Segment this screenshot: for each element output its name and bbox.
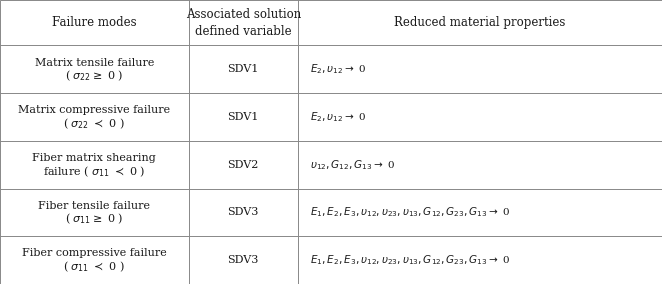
Text: $\upsilon_{12}, G_{12}, G_{13} \rightarrow$ 0: $\upsilon_{12}, G_{12}, G_{13} \rightarr…: [310, 158, 395, 172]
Text: $E_{1}, E_{2}, E_{3}, \upsilon_{12}, \upsilon_{23}, \upsilon_{13}, G_{12}, G_{23: $E_{1}, E_{2}, E_{3}, \upsilon_{12}, \up…: [310, 253, 510, 267]
Text: Matrix compressive failure: Matrix compressive failure: [19, 105, 170, 115]
Text: Associated solution
defined variable: Associated solution defined variable: [185, 8, 301, 38]
Text: Reduced material properties: Reduced material properties: [395, 16, 565, 29]
Text: ( $\sigma_{11}$ $\prec$ 0 ): ( $\sigma_{11}$ $\prec$ 0 ): [64, 260, 125, 274]
Text: SDV3: SDV3: [228, 255, 259, 265]
Text: Fiber tensile failure: Fiber tensile failure: [38, 201, 150, 211]
Text: ( $\sigma_{11} \geq$ 0 ): ( $\sigma_{11} \geq$ 0 ): [65, 212, 124, 226]
Text: ( $\sigma_{22}$ $\prec$ 0 ): ( $\sigma_{22}$ $\prec$ 0 ): [64, 116, 125, 131]
Text: Matrix tensile failure: Matrix tensile failure: [34, 58, 154, 68]
Text: $E_{2}, \upsilon_{12} \rightarrow$ 0: $E_{2}, \upsilon_{12} \rightarrow$ 0: [310, 110, 366, 124]
Text: Fiber matrix shearing: Fiber matrix shearing: [32, 153, 156, 163]
Text: ( $\sigma_{22} \geq$ 0 ): ( $\sigma_{22} \geq$ 0 ): [65, 69, 124, 83]
Text: SDV2: SDV2: [228, 160, 259, 170]
Text: SDV1: SDV1: [228, 112, 259, 122]
Text: Fiber compressive failure: Fiber compressive failure: [22, 248, 167, 258]
Text: Failure modes: Failure modes: [52, 16, 136, 29]
Text: $E_{2}, \upsilon_{12} \rightarrow$ 0: $E_{2}, \upsilon_{12} \rightarrow$ 0: [310, 62, 366, 76]
Text: SDV3: SDV3: [228, 207, 259, 218]
Text: SDV1: SDV1: [228, 64, 259, 74]
Text: $E_{1}, E_{2}, E_{3}, \upsilon_{12}, \upsilon_{23}, \upsilon_{13}, G_{12}, G_{23: $E_{1}, E_{2}, E_{3}, \upsilon_{12}, \up…: [310, 206, 510, 219]
Text: failure ( $\sigma_{11}$ $\prec$ 0 ): failure ( $\sigma_{11}$ $\prec$ 0 ): [43, 164, 146, 179]
